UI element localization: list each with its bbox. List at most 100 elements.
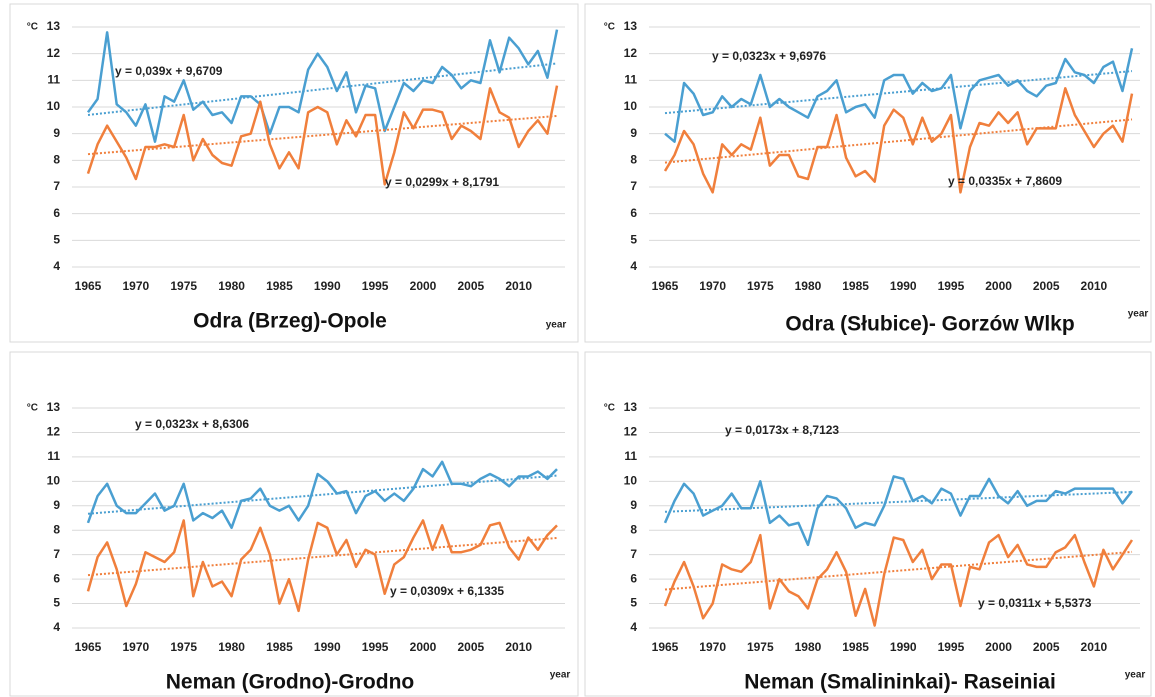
trendline [87,536,558,577]
x-axis-label: year [550,670,571,681]
y-tick-label: 7 [630,547,637,561]
trendline [664,118,1133,164]
x-tick-label: 2000 [985,640,1012,654]
y-tick-label: 10 [47,474,61,488]
y-tick-label: 4 [53,620,60,634]
y-tick-label: 12 [624,46,638,60]
x-axis-label: year [1128,309,1149,320]
panel-border [584,3,1152,343]
x-axis-label: year [546,320,567,331]
trend-equation: y = 0,0173x + 8,7123 [725,423,839,437]
data-line [86,85,559,186]
x-tick-label: 1970 [699,279,726,293]
x-tick-label: 2005 [458,279,485,293]
y-tick-label: 12 [47,425,61,439]
trendline [87,62,558,116]
x-tick-label: 1975 [747,279,774,293]
y-tick-label: 9 [53,498,60,512]
trendline [664,490,1133,513]
y-tick-label: 7 [53,179,60,193]
chart-title: Odra (Słubice)- Gorzów Wlkp [785,313,1074,336]
data-line [664,48,1134,143]
y-tick-label: 13 [47,400,61,414]
y-tick-label: 5 [53,233,60,247]
trend-equation: y = 0,0299x + 8,1791 [385,175,499,189]
panel-border [9,351,579,697]
trend-equation: y = 0,0323x + 9,6976 [712,49,826,63]
trendline [87,474,558,515]
x-tick-label: 2010 [1081,279,1108,293]
x-tick-label: 1985 [266,279,293,293]
chart-title: Neman (Grodno)-Grodno [166,671,414,694]
x-tick-label: 1975 [170,279,197,293]
x-tick-label: 1970 [123,640,150,654]
y-tick-label: 5 [53,596,60,610]
y-tick-label: 6 [630,206,637,220]
y-tick-label: 10 [47,99,61,113]
data-line [663,533,1134,627]
y-axis-label: °C [604,22,615,33]
y-tick-label: 6 [630,571,637,585]
x-tick-label: 2000 [985,279,1012,293]
data-line [86,460,558,530]
x-tick-label: 1990 [890,640,917,654]
y-tick-label: 10 [624,99,638,113]
trend-equation: y = 0,0335x + 7,8609 [948,174,1062,188]
x-tick-label: 1965 [75,279,102,293]
x-tick-label: 1975 [170,640,197,654]
x-tick-label: 1970 [123,279,150,293]
y-tick-label: 10 [624,474,638,488]
y-tick-label: 11 [624,73,637,87]
y-tick-label: 12 [47,46,61,60]
x-tick-label: 1980 [795,279,822,293]
x-tick-label: 1980 [218,279,245,293]
data-line [663,475,1133,547]
y-tick-label: 9 [53,126,60,140]
y-tick-label: 9 [630,126,637,140]
x-tick-label: 1965 [652,640,679,654]
y-tick-label: 11 [47,73,60,87]
y-tick-label: 13 [47,19,61,33]
y-tick-label: 4 [53,259,60,273]
trend-equation: y = 0,0311x + 5,5373 [978,596,1092,610]
x-tick-label: 1965 [75,640,102,654]
data-line [663,87,1134,194]
x-tick-label: 2010 [505,279,532,293]
x-tick-label: 2010 [505,640,532,654]
panel-border [9,3,579,343]
x-tick-label: 1985 [842,279,869,293]
x-tick-label: 1995 [938,279,965,293]
y-tick-label: 11 [624,449,637,463]
y-tick-label: 4 [630,259,637,273]
x-tick-label: 1975 [747,640,774,654]
x-tick-label: 1995 [362,279,389,293]
x-tick-label: 1995 [938,640,965,654]
y-tick-label: 8 [630,153,637,167]
y-tick-label: 7 [53,547,60,561]
y-tick-label: 13 [624,19,638,33]
trendline [87,114,558,156]
y-tick-label: 5 [630,233,637,247]
x-tick-label: 1980 [795,640,822,654]
y-axis-label: °C [604,403,615,414]
y-tick-label: 7 [630,179,637,193]
y-tick-label: 5 [630,596,637,610]
x-tick-label: 2000 [410,279,437,293]
x-tick-label: 2005 [1033,640,1060,654]
y-tick-label: 8 [53,153,60,167]
trend-equation: y = 0,039x + 9,6709 [115,64,223,78]
y-tick-label: 8 [630,522,637,536]
y-tick-label: 4 [630,620,637,634]
trend-equation: y = 0,0309x + 6,1335 [390,584,504,598]
x-tick-label: 2010 [1081,640,1108,654]
y-tick-label: 11 [47,449,60,463]
data-line [86,29,559,143]
y-tick-label: 12 [624,425,638,439]
chart-title: Neman (Smalininkai)- Raseiniai [744,671,1056,694]
x-tick-label: 1990 [890,279,917,293]
panel-border [584,351,1152,697]
x-tick-label: 2005 [458,640,485,654]
x-tick-label: 2000 [410,640,437,654]
y-tick-label: 6 [53,571,60,585]
